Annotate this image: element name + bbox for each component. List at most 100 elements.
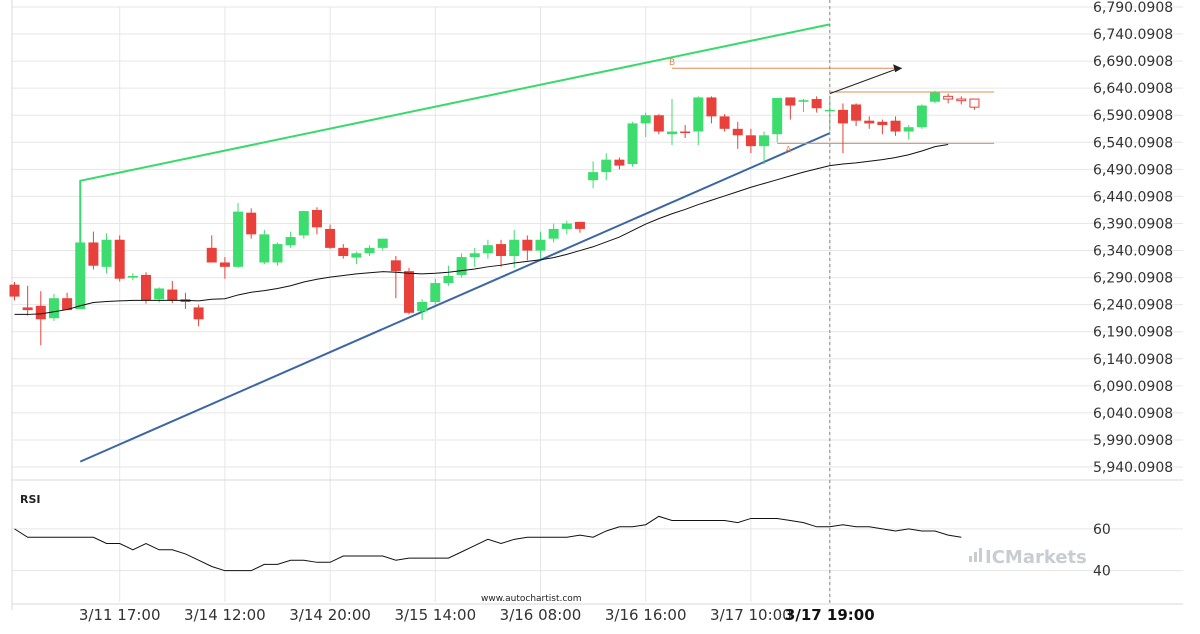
candle (680, 125, 691, 139)
candle (706, 96, 717, 124)
candle (62, 292, 73, 311)
x-tick-label: 3/16 16:00 (605, 606, 687, 624)
candle (219, 257, 230, 279)
candle (561, 220, 572, 235)
candle-body (311, 209, 322, 228)
candle-body (785, 97, 796, 106)
candle-body (482, 245, 493, 254)
candle (522, 235, 533, 261)
candle-body (285, 237, 296, 246)
candle-body (745, 135, 756, 147)
candle (535, 231, 546, 259)
candle (285, 231, 296, 248)
candle-body (653, 115, 664, 132)
candle-body (62, 298, 73, 311)
candle (351, 251, 362, 265)
candle-body (430, 283, 441, 302)
candle-body (9, 284, 20, 297)
candle (574, 221, 585, 233)
candle (127, 273, 138, 281)
candle (259, 230, 270, 265)
candle-body (167, 289, 178, 301)
candle (588, 161, 599, 189)
projection-arrow-line (829, 68, 897, 95)
candle-body (417, 301, 428, 312)
pattern-upper-line (79, 23, 831, 243)
candle (969, 98, 980, 110)
candle (627, 121, 638, 167)
candle (88, 231, 99, 270)
moving-average-line (14, 144, 949, 315)
x-tick-label: 3/11 17:00 (79, 606, 161, 624)
candle-body (509, 239, 520, 256)
candle (956, 96, 967, 105)
candle (482, 239, 493, 259)
candle (338, 244, 349, 259)
candle (759, 131, 770, 164)
x-tick-label: 3/14 12:00 (184, 606, 266, 624)
candle-body (35, 305, 46, 320)
candle (851, 103, 862, 127)
candle-body (930, 92, 940, 102)
candle-body (548, 228, 559, 239)
candle-body (522, 239, 533, 251)
y-tick-label: 6,790.0908 (1093, 0, 1173, 16)
candle (864, 116, 875, 129)
candle-body (272, 244, 283, 263)
candle (877, 119, 888, 135)
y-tick-label: 6,490.0908 (1093, 162, 1173, 178)
y-tick-label: 6,590.0908 (1093, 108, 1173, 124)
candle-body (325, 228, 336, 248)
candle (614, 157, 625, 170)
candle (811, 96, 822, 113)
moving-average (14, 144, 949, 315)
candle (246, 208, 257, 239)
brand-logo: ICMarkets (969, 547, 1087, 568)
candle-body (351, 253, 362, 258)
candle (272, 242, 283, 266)
projection-arrow-head (893, 64, 903, 73)
candle (930, 90, 940, 104)
y-tick-label: 6,290.0908 (1093, 271, 1173, 287)
candle (193, 304, 204, 327)
candle-body (535, 239, 546, 251)
candle (732, 121, 743, 149)
candle-body (667, 131, 677, 135)
candle-body (969, 98, 980, 108)
rsi-tick-label: 40 (1093, 564, 1111, 580)
candle (167, 280, 178, 304)
pattern-lines: BA (79, 23, 995, 463)
candle (640, 112, 651, 137)
candle-body (259, 234, 270, 263)
y-tick-label: 6,440.0908 (1093, 189, 1173, 205)
candle-body (469, 253, 480, 258)
candle (943, 93, 954, 104)
candle (430, 278, 441, 305)
candle-body (574, 221, 585, 229)
candle-body (811, 99, 822, 109)
candle (48, 293, 59, 321)
candle (443, 265, 454, 286)
candle-body (48, 298, 59, 319)
rsi-tick-label: 60 (1093, 522, 1111, 538)
candle-body (219, 262, 230, 267)
candle-body (903, 127, 914, 132)
candle (417, 299, 428, 320)
candle (837, 103, 848, 154)
y-tick-label: 6,190.0908 (1093, 325, 1173, 341)
candle-body (298, 211, 309, 236)
candle-body (127, 276, 138, 278)
candle-body (890, 120, 901, 132)
candle (22, 285, 33, 316)
y-tick-label: 6,640.0908 (1093, 81, 1173, 97)
candle-body (680, 131, 691, 134)
candle-body (601, 159, 612, 173)
x-axis: 3/11 17:00 3/14 12:00 3/14 20:00 3/15 14:00… (79, 606, 875, 624)
brand-name: ICMarkets (985, 547, 1087, 568)
candle-body (496, 244, 507, 256)
candle-body (732, 128, 743, 136)
candle-body (916, 105, 927, 128)
